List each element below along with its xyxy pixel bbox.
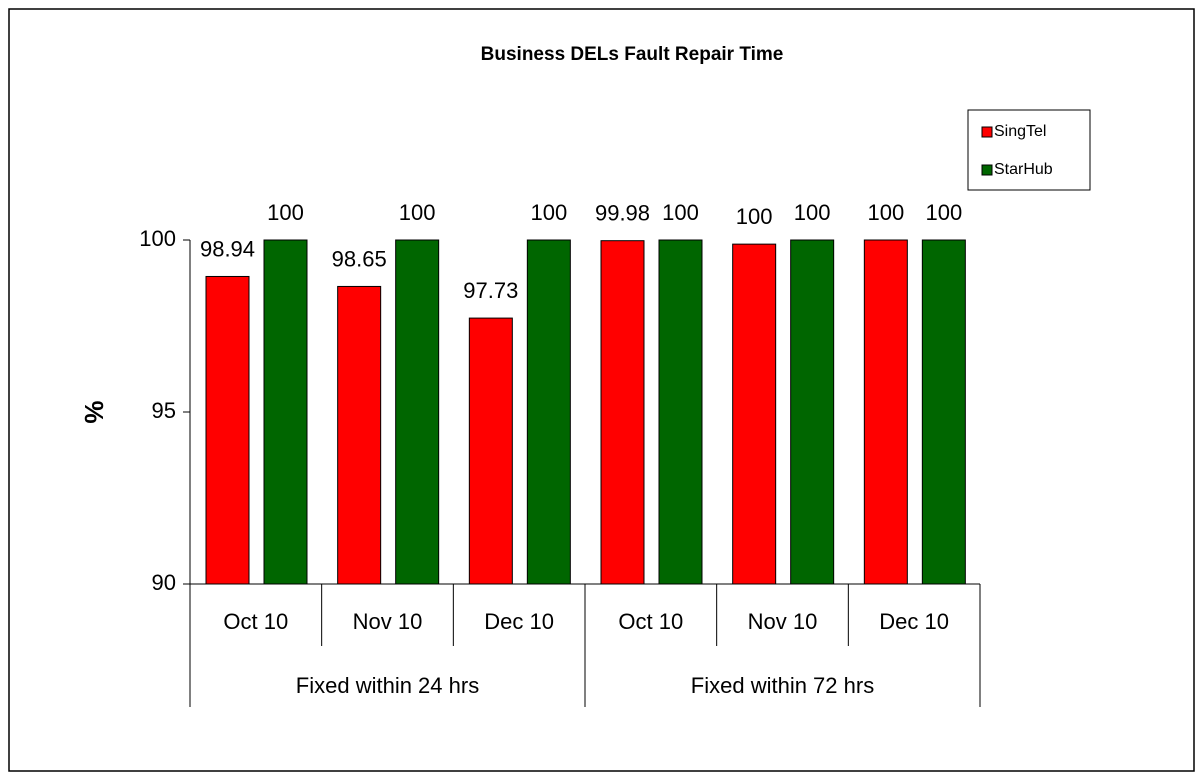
value-label: 98.65 [332, 246, 387, 271]
bar [732, 243, 777, 585]
value-label: 98.94 [200, 236, 255, 261]
legend-label: SingTel [994, 123, 1046, 140]
x-tick-label: Oct 10 [223, 609, 288, 634]
value-label: 100 [736, 204, 773, 229]
y-tick-label: 90 [152, 570, 176, 595]
legend-swatch [981, 126, 993, 138]
value-label: 100 [662, 200, 699, 225]
bar [790, 239, 835, 585]
y-tick-label: 95 [152, 398, 176, 423]
bar [395, 239, 440, 585]
y-tick-label: 100 [139, 226, 176, 251]
x-tick-label: Nov 10 [748, 609, 818, 634]
bar [468, 317, 513, 585]
x-tick-label: Dec 10 [879, 609, 949, 634]
legend-swatch [981, 164, 993, 176]
value-label: 100 [794, 200, 831, 225]
legend-box [967, 109, 1091, 191]
x-tick-label: Dec 10 [484, 609, 554, 634]
value-label: 97.73 [463, 278, 518, 303]
value-label: 99.98 [595, 201, 650, 226]
value-label: 100 [267, 200, 304, 225]
bar [263, 239, 308, 585]
bar [526, 239, 571, 585]
value-label: 100 [530, 200, 567, 225]
bar [337, 285, 382, 585]
bar [658, 239, 703, 585]
bar [205, 275, 250, 585]
legend-label: StarHub [994, 161, 1053, 178]
value-label: 100 [867, 200, 904, 225]
y-axis-label: % [79, 400, 109, 423]
x-tick-label: Nov 10 [353, 609, 423, 634]
bar [863, 239, 908, 585]
value-label: 100 [399, 200, 436, 225]
group-label: Fixed within 24 hrs [296, 673, 479, 698]
x-tick-label: Oct 10 [618, 609, 683, 634]
group-label: Fixed within 72 hrs [691, 673, 874, 698]
bar [600, 240, 645, 585]
bar [921, 239, 966, 585]
value-label: 100 [925, 200, 962, 225]
chart-title: Business DELs Fault Repair Time [481, 44, 784, 65]
